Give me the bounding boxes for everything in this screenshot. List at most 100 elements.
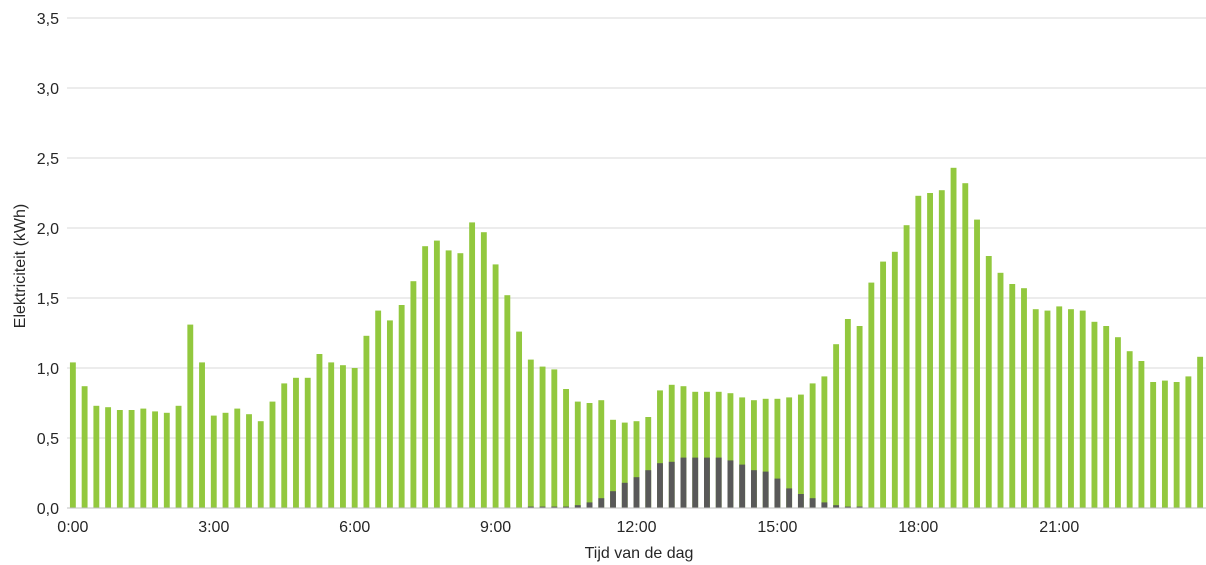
- consumption-bar: [386, 320, 393, 508]
- consumption-bar: [610, 419, 616, 508]
- production-bar: [645, 470, 652, 508]
- production-bar: [704, 457, 710, 508]
- consumption-bar: [1079, 310, 1086, 508]
- consumption-bar: [891, 251, 898, 509]
- production-bar: [574, 505, 581, 508]
- consumption-bar: [1091, 321, 1098, 508]
- consumption-bar: [750, 400, 757, 508]
- consumption-bar: [504, 295, 511, 508]
- y-tick-label: 2,5: [37, 151, 59, 168]
- consumption-bar: [81, 386, 88, 508]
- x-tick-label: 18:00: [898, 519, 938, 536]
- consumption-bar: [762, 398, 769, 508]
- consumption-bar: [422, 246, 429, 508]
- production-bar: [563, 506, 569, 508]
- consumption-bar: [293, 377, 299, 508]
- consumption-bar: [997, 272, 1004, 508]
- consumption-bar: [927, 193, 933, 508]
- production-bar: [833, 505, 840, 508]
- x-tick-label: 15:00: [757, 519, 797, 536]
- y-tick-label: 1,0: [37, 361, 59, 378]
- production-bar: [821, 502, 828, 508]
- consumption-bar: [727, 393, 734, 508]
- consumption-bar: [93, 405, 100, 508]
- x-tick-label: 3:00: [198, 519, 229, 536]
- consumption-bar: [69, 362, 76, 508]
- y-axis-ticks: 0,0 0,5 1,0 1,5 2,0 2,5 3,0 3,5: [37, 11, 59, 518]
- consumption-bar: [469, 222, 476, 508]
- consumption-bar: [903, 225, 910, 508]
- consumption-bar: [1185, 376, 1192, 508]
- consumption-bar: [175, 405, 182, 508]
- consumption-bar: [210, 415, 217, 508]
- y-axis-title: Elektriciteit (kWh): [12, 204, 29, 328]
- consumption-bar: [1068, 309, 1074, 508]
- production-bar: [610, 491, 616, 508]
- consumption-bar: [704, 391, 710, 508]
- production-bar: [527, 506, 534, 508]
- production-bar: [551, 506, 558, 508]
- consumption-bar: [974, 219, 980, 508]
- y-tick-label: 0,0: [37, 501, 59, 518]
- x-tick-label: 0:00: [57, 519, 88, 536]
- consumption-bar: [962, 183, 969, 508]
- production-bar: [539, 506, 546, 508]
- consumption-bar: [1103, 326, 1110, 508]
- production-bar: [809, 498, 816, 508]
- consumption-bar: [269, 401, 276, 508]
- consumption-bar: [1056, 306, 1063, 508]
- y-tick-label: 2,0: [37, 221, 59, 238]
- production-bar: [598, 498, 605, 508]
- consumption-bar: [563, 389, 569, 508]
- production-bar: [739, 464, 746, 508]
- consumption-bar: [680, 386, 687, 508]
- consumption-bar: [809, 383, 816, 508]
- consumption-bar: [246, 414, 252, 508]
- consumption-bar: [375, 310, 382, 508]
- consumption-bar: [1021, 288, 1027, 508]
- production-bar: [774, 478, 781, 508]
- consumption-bar: [574, 401, 581, 508]
- consumption-bar: [1161, 380, 1168, 508]
- y-tick-label: 1,5: [37, 291, 59, 308]
- consumption-bar: [328, 362, 335, 508]
- production-bar: [750, 470, 757, 508]
- consumption-bar: [692, 391, 699, 508]
- production-bar: [692, 457, 699, 508]
- production-bar: [657, 463, 663, 508]
- consumption-bar: [739, 397, 746, 508]
- consumption-bar: [797, 394, 804, 508]
- consumption-bar: [586, 403, 593, 508]
- consumption-bar: [1150, 382, 1157, 508]
- consumption-bar: [915, 195, 922, 509]
- production-bar: [762, 471, 769, 508]
- production-bar: [727, 460, 734, 508]
- consumption-bar: [950, 167, 957, 509]
- consumption-bar: [234, 408, 241, 508]
- production-bar: [680, 457, 687, 508]
- consumption-bar: [856, 326, 863, 508]
- consumption-bar: [645, 417, 652, 508]
- consumption-bar: [821, 376, 828, 508]
- consumption-bar: [1197, 356, 1204, 508]
- y-tick-label: 3,5: [37, 11, 59, 28]
- consumption-bar: [363, 335, 370, 508]
- x-tick-label: 21:00: [1039, 519, 1079, 536]
- consumption-bar: [316, 354, 323, 508]
- consumption-bar: [1126, 351, 1133, 508]
- consumption-bar: [938, 190, 945, 508]
- production-bar: [715, 457, 722, 508]
- consumption-bar: [1044, 310, 1051, 508]
- consumption-bar: [985, 256, 992, 508]
- consumption-bar: [668, 384, 675, 508]
- consumption-bar: [445, 250, 452, 508]
- production-bar: [633, 477, 640, 508]
- x-tick-label: 9:00: [480, 519, 511, 536]
- consumption-bar: [551, 369, 558, 508]
- consumption-bar: [1009, 284, 1016, 508]
- consumption-bar: [116, 410, 123, 508]
- production-bar: [786, 488, 793, 508]
- production-bar: [856, 506, 863, 508]
- consumption-bar: [833, 344, 840, 508]
